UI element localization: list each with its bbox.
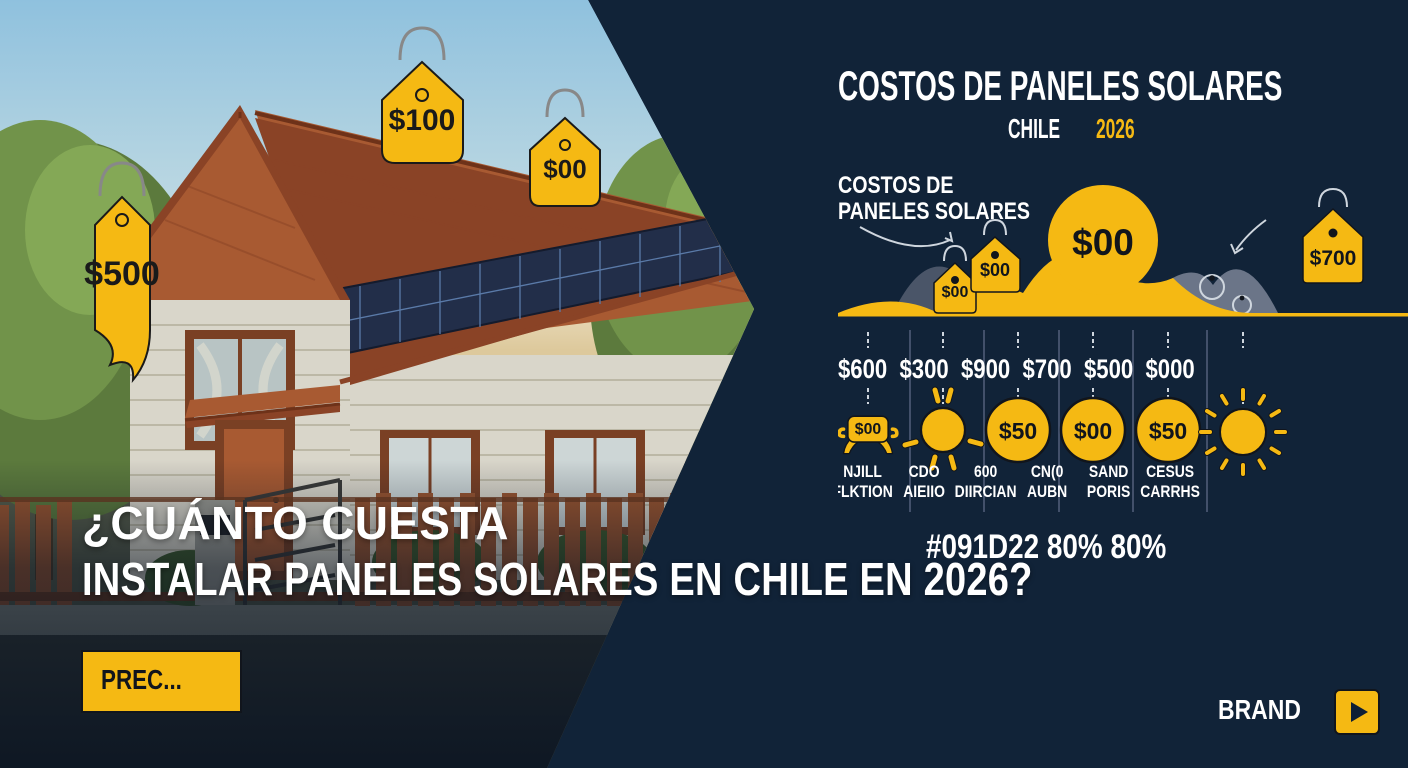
svg-text:$000: $000 (1145, 355, 1194, 385)
svg-text:CARRHS: CARRHS (1140, 483, 1200, 502)
svg-text:$500: $500 (1084, 355, 1133, 385)
svg-text:$50: $50 (999, 418, 1037, 444)
svg-text:PANELES SOLARES: PANELES SOLARES (838, 197, 1030, 224)
svg-text:$00: $00 (1072, 222, 1134, 263)
svg-text:$00: $00 (855, 421, 882, 438)
svg-text:FLKTION: FLKTION (838, 483, 893, 502)
svg-text:$900: $900 (961, 355, 1010, 385)
svg-text:AUBN: AUBN (1027, 483, 1067, 502)
svg-text:COSTOS DE: COSTOS DE (838, 171, 954, 198)
svg-text:PORIS: PORIS (1087, 483, 1130, 502)
svg-text:$00: $00 (980, 260, 1010, 280)
svg-text:DIIRCIAN: DIIRCIAN (955, 483, 1017, 502)
svg-text:$50: $50 (1149, 418, 1187, 444)
svg-text:$00: $00 (942, 284, 969, 301)
svg-text:$00: $00 (1074, 418, 1112, 444)
svg-text:CDO: CDO (909, 463, 940, 482)
svg-text:$700: $700 (1022, 355, 1071, 385)
svg-text:$700: $700 (1310, 247, 1357, 270)
svg-text:AIEIIO: AIEIIO (903, 483, 945, 502)
svg-text:$600: $600 (838, 355, 887, 385)
svg-text:CN(0: CN(0 (1031, 463, 1064, 482)
svg-text:CESUS: CESUS (1146, 463, 1194, 482)
svg-text:NJILL: NJILL (843, 463, 882, 482)
svg-text:$300: $300 (899, 355, 948, 385)
svg-text:SAND: SAND (1089, 463, 1128, 482)
svg-text:600: 600 (974, 463, 997, 482)
